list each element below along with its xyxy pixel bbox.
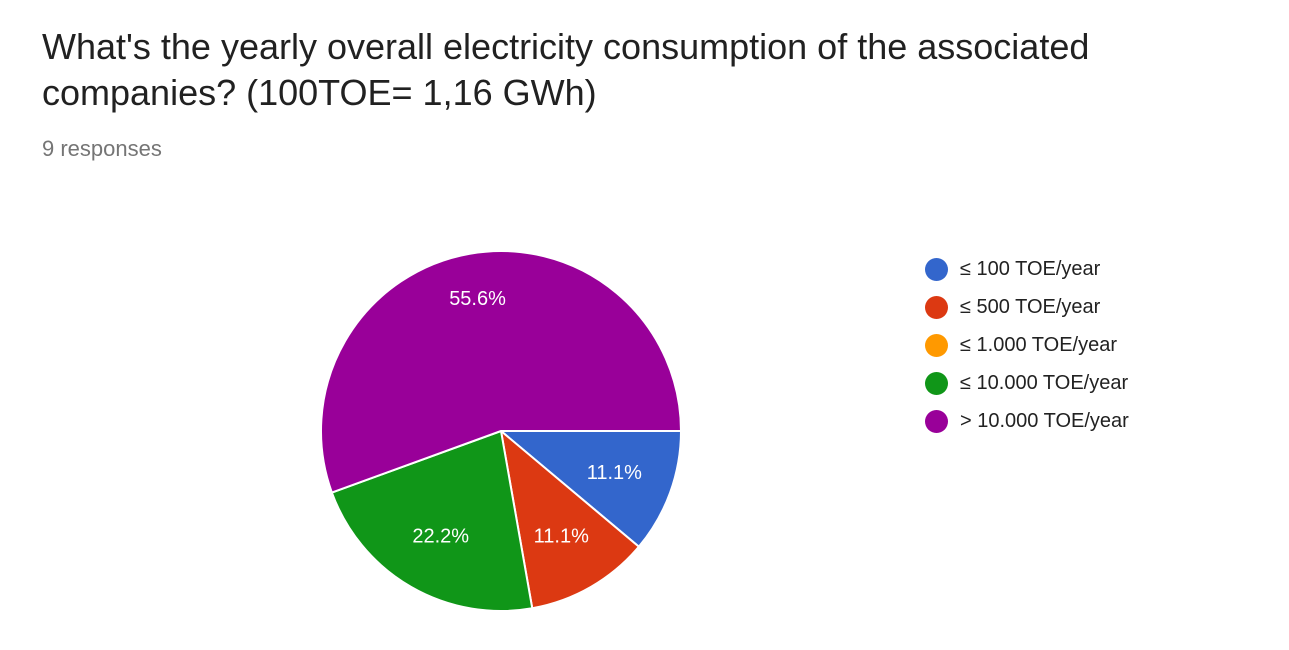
legend-color-dot bbox=[925, 371, 948, 395]
legend-label: ≤ 500 TOE/year bbox=[960, 295, 1101, 318]
legend-item[interactable]: ≤ 10.000 TOE/year bbox=[925, 364, 1129, 402]
legend-label: ≤ 10.000 TOE/year bbox=[960, 371, 1129, 394]
pie-slice[interactable] bbox=[320, 250, 683, 494]
legend-item[interactable]: > 10.000 TOE/year bbox=[925, 402, 1129, 440]
pie-slice[interactable] bbox=[330, 429, 534, 612]
legend-label: ≤ 1.000 TOE/year bbox=[960, 333, 1117, 356]
legend-item[interactable]: ≤ 500 TOE/year bbox=[925, 288, 1129, 326]
legend-color-dot bbox=[925, 257, 948, 281]
legend-color-dot bbox=[925, 295, 948, 319]
legend-color-dot bbox=[925, 409, 948, 433]
question-title: What's the yearly overall electricity co… bbox=[42, 26, 1090, 113]
legend-color-dot bbox=[925, 333, 948, 357]
pie-slice[interactable] bbox=[499, 428, 641, 610]
legend-item[interactable]: ≤ 100 TOE/year bbox=[925, 250, 1129, 288]
slice-label: 11.1% bbox=[534, 525, 589, 547]
legend-label: > 10.000 TOE/year bbox=[960, 409, 1129, 432]
legend-item[interactable]: ≤ 1.000 TOE/year bbox=[925, 326, 1129, 364]
response-count: 9 responses bbox=[42, 136, 162, 161]
slice-label: 22.2% bbox=[412, 525, 469, 547]
legend-label: ≤ 100 TOE/year bbox=[960, 257, 1101, 280]
chart-legend: ≤ 100 TOE/year ≤ 500 TOE/year ≤ 1.000 TOE/… bbox=[925, 250, 1129, 440]
pie-slice[interactable] bbox=[498, 430, 683, 549]
slice-label: 11.1% bbox=[587, 462, 642, 484]
slice-label: 55.6% bbox=[449, 288, 506, 310]
